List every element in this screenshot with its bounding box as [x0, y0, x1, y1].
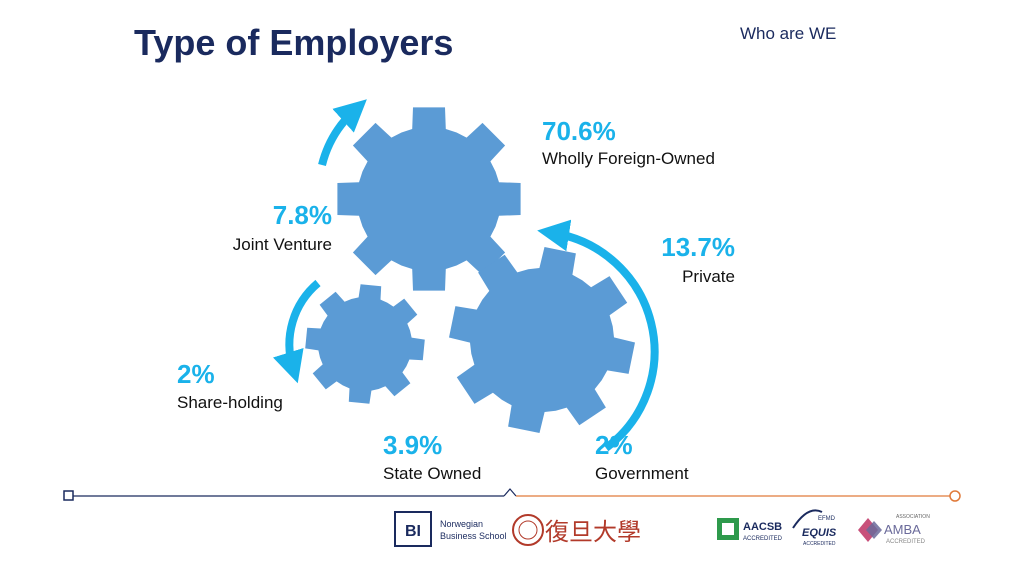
svg-text:EQUIS: EQUIS — [802, 527, 837, 539]
small-gear — [305, 284, 425, 404]
gear-small-shape — [305, 284, 425, 404]
amba-logo: ASSOCIATION AMBA ACCREDITED — [858, 514, 930, 545]
segment-value-state-owned: 3.9% — [383, 430, 443, 460]
aacsb-logo: AACSB ACCREDITED — [717, 518, 783, 542]
medium-gear — [449, 247, 635, 433]
svg-text:Business School: Business School — [440, 531, 507, 541]
svg-text:復旦大學: 復旦大學 — [545, 519, 641, 546]
arrow-top-left — [318, 99, 367, 167]
segment-value-private: 13.7% — [661, 232, 735, 262]
segment-label-private: Private — [682, 267, 735, 286]
gear-large-shape — [337, 107, 521, 291]
svg-text:ACCREDITED: ACCREDITED — [743, 536, 783, 542]
segment-label-state-owned: State Owned — [383, 464, 482, 483]
segment-label-joint-venture: Joint Venture — [232, 235, 332, 254]
segment-value-joint-venture: 7.8% — [272, 200, 332, 230]
segment-label-government: Government — [595, 464, 689, 483]
divider-end-marker — [949, 490, 961, 502]
svg-text:ACCREDITED: ACCREDITED — [803, 541, 836, 547]
svg-text:AACSB: AACSB — [743, 521, 782, 533]
arrow-right — [537, 219, 659, 452]
svg-text:ASSOCIATION: ASSOCIATION — [896, 514, 930, 520]
gear-medium-shape — [449, 247, 635, 433]
segment-label-share-holding: Share-holding — [177, 393, 283, 412]
segment-value-government: 2% — [595, 430, 633, 460]
section-label: Who are WE — [740, 24, 837, 43]
svg-text:AMBA: AMBA — [884, 522, 921, 537]
large-gear — [337, 107, 521, 291]
divider-start-marker — [63, 490, 74, 501]
segment-value-share-holding: 2% — [177, 359, 215, 389]
page-title: Type of Employers — [134, 22, 454, 63]
arrow-left — [272, 279, 321, 384]
fudan-logo: 復旦大學 — [512, 514, 641, 546]
divider-notch — [503, 488, 517, 497]
svg-text:ACCREDITED: ACCREDITED — [886, 539, 926, 545]
svg-text:EFMD: EFMD — [818, 516, 836, 522]
svg-text:BI: BI — [405, 523, 421, 540]
svg-text:Norwegian: Norwegian — [440, 519, 483, 529]
segment-label-wholly-foreign: Wholly Foreign-Owned — [542, 149, 715, 168]
bi-logo: BI Norwegian Business School — [394, 511, 507, 547]
segment-value-wholly-foreign: 70.6% — [542, 116, 616, 146]
equis-logo: EFMD EQUIS ACCREDITED — [792, 509, 837, 547]
